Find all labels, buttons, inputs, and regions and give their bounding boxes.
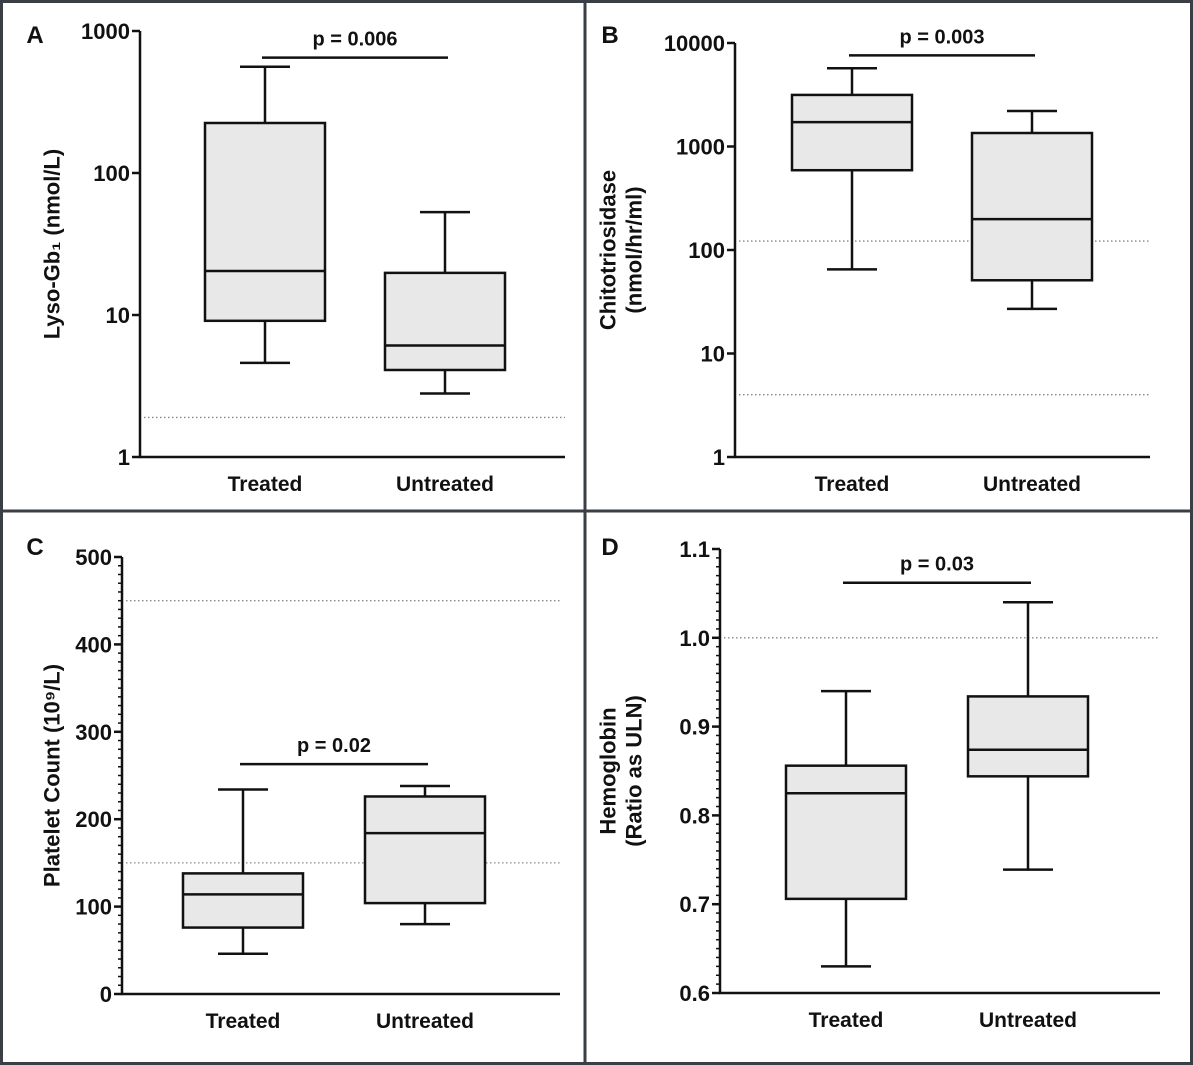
iqr-box bbox=[383, 271, 507, 372]
y-tick-label: 0.8 bbox=[679, 803, 710, 828]
panel-label: C bbox=[26, 534, 43, 561]
panel-b: B 1 10 100 1000 10000 Chitotriosidase (nmol/hr/… bbox=[596, 22, 1150, 496]
y-tick-label: 1000 bbox=[81, 19, 130, 44]
box-untreated bbox=[970, 109, 1094, 311]
iqr-box bbox=[970, 131, 1094, 282]
y-axis-label: Chitotriosidase bbox=[596, 170, 621, 330]
y-tick-label: 400 bbox=[75, 632, 112, 657]
iqr-box bbox=[203, 121, 327, 323]
p-value-label: p = 0.02 bbox=[297, 735, 371, 757]
iqr-box bbox=[966, 695, 1090, 778]
y-tick-label: 10 bbox=[701, 342, 725, 367]
y-tick-label: 10000 bbox=[664, 31, 725, 56]
y-tick-label: 100 bbox=[688, 238, 725, 263]
box-untreated bbox=[363, 784, 487, 926]
iqr-box bbox=[790, 93, 914, 172]
y-tick-label: 200 bbox=[75, 807, 112, 832]
iqr-box bbox=[181, 872, 305, 929]
panel-d: D 0.6 0.7 0.8 0.9 1.0 1.1 Hemoglobin (Ratio as U… bbox=[596, 534, 1160, 1032]
box-untreated bbox=[383, 210, 507, 395]
p-value-label: p = 0.006 bbox=[312, 29, 397, 51]
y-tick-label: 0.9 bbox=[679, 715, 710, 740]
y-axis-label: Lyso-Gb₁ (nmol/L) bbox=[40, 149, 65, 339]
p-value-label: p = 0.003 bbox=[899, 26, 984, 48]
y-tick-label: 1000 bbox=[676, 135, 725, 160]
x-category-label: Treated bbox=[228, 473, 303, 496]
box-treated bbox=[181, 788, 305, 956]
box-untreated bbox=[966, 601, 1090, 871]
x-category-label: Untreated bbox=[983, 473, 1081, 496]
y-tick-label: 0.7 bbox=[679, 892, 710, 917]
panel-label: D bbox=[601, 534, 618, 561]
y-tick-label: 0.6 bbox=[679, 981, 710, 1006]
x-category-label: Treated bbox=[809, 1009, 884, 1032]
x-category-label: Untreated bbox=[396, 473, 494, 496]
iqr-box bbox=[784, 764, 908, 901]
box-treated bbox=[790, 67, 914, 271]
y-axis-label: Platelet Count (10⁹/L) bbox=[40, 664, 65, 887]
iqr-box bbox=[363, 795, 487, 905]
box-treated bbox=[203, 65, 327, 365]
y-tick-label: 100 bbox=[93, 161, 130, 186]
p-value-label: p = 0.03 bbox=[900, 554, 974, 576]
y-tick-label: 0 bbox=[100, 982, 112, 1007]
panel-label: B bbox=[601, 22, 618, 49]
y-tick-label: 10 bbox=[106, 303, 130, 328]
y-axis-label: Hemoglobin bbox=[596, 707, 621, 834]
y-tick-label: 300 bbox=[75, 720, 112, 745]
y-axis-label: (nmol/hr/ml) bbox=[622, 186, 647, 313]
y-tick-label: 500 bbox=[75, 545, 112, 570]
y-tick-label: 1.0 bbox=[679, 626, 710, 651]
y-tick-label: 100 bbox=[75, 895, 112, 920]
x-category-label: Untreated bbox=[979, 1009, 1077, 1032]
y-tick-label: 1 bbox=[118, 445, 130, 470]
x-category-label: Treated bbox=[206, 1010, 281, 1033]
box-treated bbox=[784, 689, 908, 968]
y-tick-label: 1.1 bbox=[679, 537, 710, 562]
panel-c: C 0 100 200 300 400 500 Platelet Count (10⁹/L) T… bbox=[26, 534, 560, 1033]
panel-label: A bbox=[26, 22, 43, 49]
y-tick-label: 1 bbox=[713, 445, 725, 470]
x-category-label: Untreated bbox=[376, 1010, 474, 1033]
panel-a: A 1 10 100 1000 Lyso-Gb₁ (nmol/L) Treated Untre… bbox=[26, 19, 565, 496]
y-axis-label: (Ratio as ULN) bbox=[622, 695, 647, 847]
x-category-label: Treated bbox=[815, 473, 890, 496]
